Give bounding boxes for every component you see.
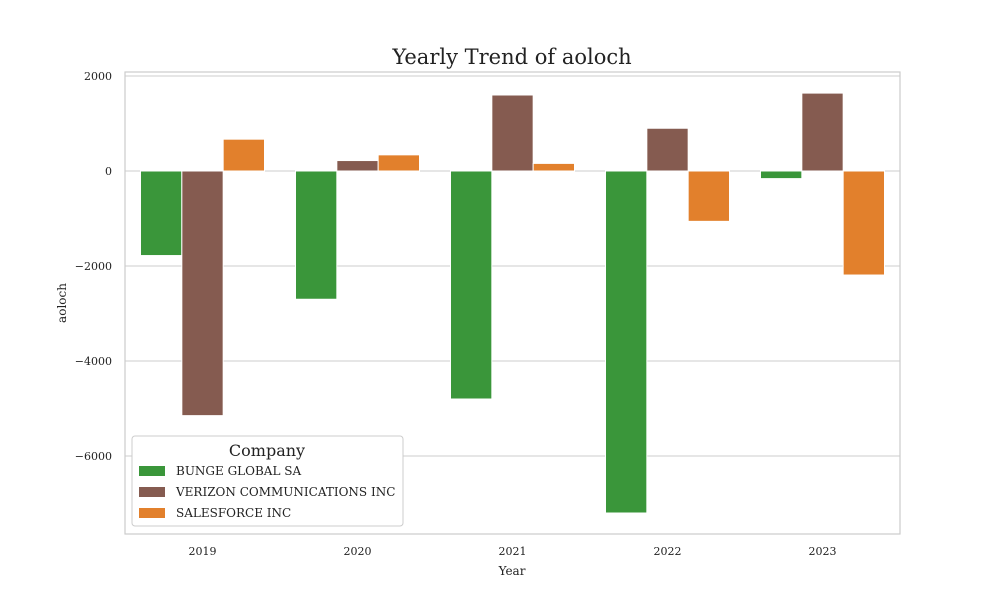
- x-tick-label: 2022: [654, 545, 682, 558]
- bars: [140, 92, 886, 514]
- legend-swatch: [139, 487, 165, 497]
- x-tick-label: 2023: [809, 545, 837, 558]
- y-tick-label: −6000: [75, 450, 112, 463]
- y-tick-label: −2000: [75, 260, 112, 273]
- bar-verizon-communications-inc-2019: [181, 170, 224, 417]
- x-tick-label: 2020: [344, 545, 372, 558]
- y-axis: 2000 0 −2000 −4000 −6000: [75, 70, 112, 463]
- y-axis-label: aoloch: [55, 283, 69, 323]
- bar-salesforce-inc-2022: [687, 170, 731, 222]
- legend-label: SALESFORCE INC: [176, 506, 291, 520]
- plot-frame: [124, 71, 901, 535]
- legend-box: [131, 435, 404, 527]
- bar-bunge-global-sa-2022: [605, 170, 648, 514]
- bar-bunge-global-sa-2021: [450, 170, 493, 400]
- bar-verizon-communications-inc-2021: [491, 94, 534, 172]
- bar-bunge-global-sa-2023: [760, 170, 803, 180]
- y-tick-label: −4000: [75, 355, 112, 368]
- legend-title: Company: [229, 441, 305, 460]
- x-tick-label: 2021: [499, 545, 527, 558]
- bar-verizon-communications-inc-2023: [801, 92, 844, 172]
- x-tick-label: 2019: [189, 545, 217, 558]
- bar-salesforce-inc-2020: [377, 154, 420, 172]
- legend: Company BUNGE GLOBAL SA VERIZON COMMUNICA…: [131, 435, 404, 527]
- legend-swatch: [139, 466, 165, 476]
- bar-verizon-communications-inc-2020: [336, 160, 379, 172]
- y-tick-label: 0: [105, 165, 112, 178]
- bar-bunge-global-sa-2020: [295, 170, 338, 300]
- bar-salesforce-inc-2021: [532, 162, 576, 172]
- bar-verizon-communications-inc-2022: [646, 127, 689, 172]
- bar-salesforce-inc-2023: [842, 170, 886, 276]
- legend-label: BUNGE GLOBAL SA: [176, 464, 301, 478]
- x-axis: 2019 2020 2021 2022 2023: [189, 545, 837, 558]
- x-axis-label: Year: [498, 564, 526, 578]
- legend-swatch: [139, 508, 165, 518]
- bar-salesforce-inc-2019: [222, 138, 266, 172]
- legend-label: VERIZON COMMUNICATIONS INC: [175, 485, 395, 499]
- y-tick-label: 2000: [84, 70, 112, 83]
- bar-bunge-global-sa-2019: [140, 170, 183, 257]
- chart-title: Yearly Trend of aoloch: [391, 45, 631, 69]
